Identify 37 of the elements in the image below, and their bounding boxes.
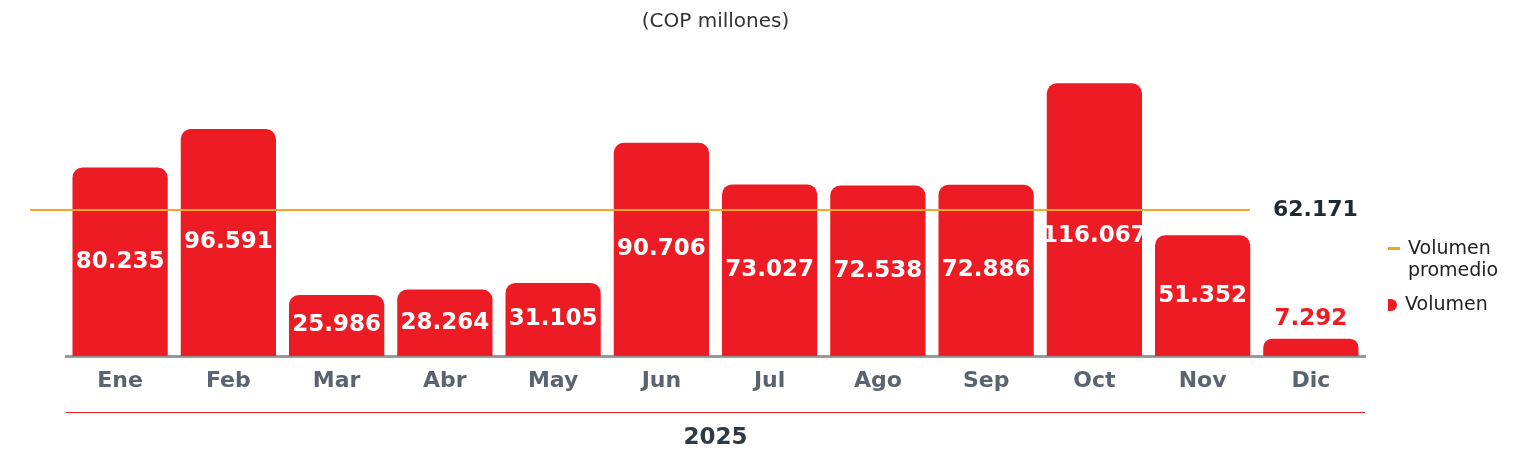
data-label: 51.352 (1158, 280, 1248, 307)
bar (613, 142, 710, 356)
chart-title: (COP millones) (641, 8, 790, 33)
bar (722, 184, 818, 356)
x-tick-label: Feb (205, 366, 251, 392)
bar (1263, 338, 1359, 356)
x-tick-label: Dic (1291, 366, 1331, 392)
legend-label: Volumen promedio (1408, 236, 1500, 280)
x-axis-title: 2025 (683, 423, 748, 450)
bar (1154, 235, 1251, 356)
data-label: 80.235 (75, 246, 165, 273)
data-label: 7.292 (1274, 303, 1348, 330)
bar (180, 129, 277, 356)
bar (938, 184, 1034, 356)
bar (830, 185, 926, 356)
bar (1046, 83, 1143, 356)
x-tick-label: Sep (962, 366, 1010, 392)
x-tick-label: Oct (1073, 366, 1116, 392)
data-label: 73.027 (725, 255, 815, 282)
x-tick-label: May (527, 366, 579, 392)
data-label: 31.105 (508, 304, 598, 331)
x-tick-label: Abr (423, 366, 467, 392)
x-tick-label: Nov (1178, 366, 1228, 392)
bar (72, 167, 168, 356)
data-label: 28.264 (400, 307, 490, 334)
x-tick-label: Jun (639, 366, 682, 392)
x-tick-label: Jul (751, 366, 786, 392)
data-label: 25.986 (292, 310, 382, 337)
annotation: 62.171 (1273, 195, 1358, 221)
x-tick-label: Mar (312, 366, 361, 392)
data-label: 72.886 (941, 255, 1031, 282)
data-label: 96.591 (183, 227, 273, 254)
x-tick-label: Ago (853, 366, 902, 392)
data-label: 90.706 (616, 234, 706, 261)
x-tick-label: Ene (97, 366, 143, 392)
legend-label: Volumen (1405, 292, 1489, 314)
data-label: 72.538 (833, 255, 923, 282)
